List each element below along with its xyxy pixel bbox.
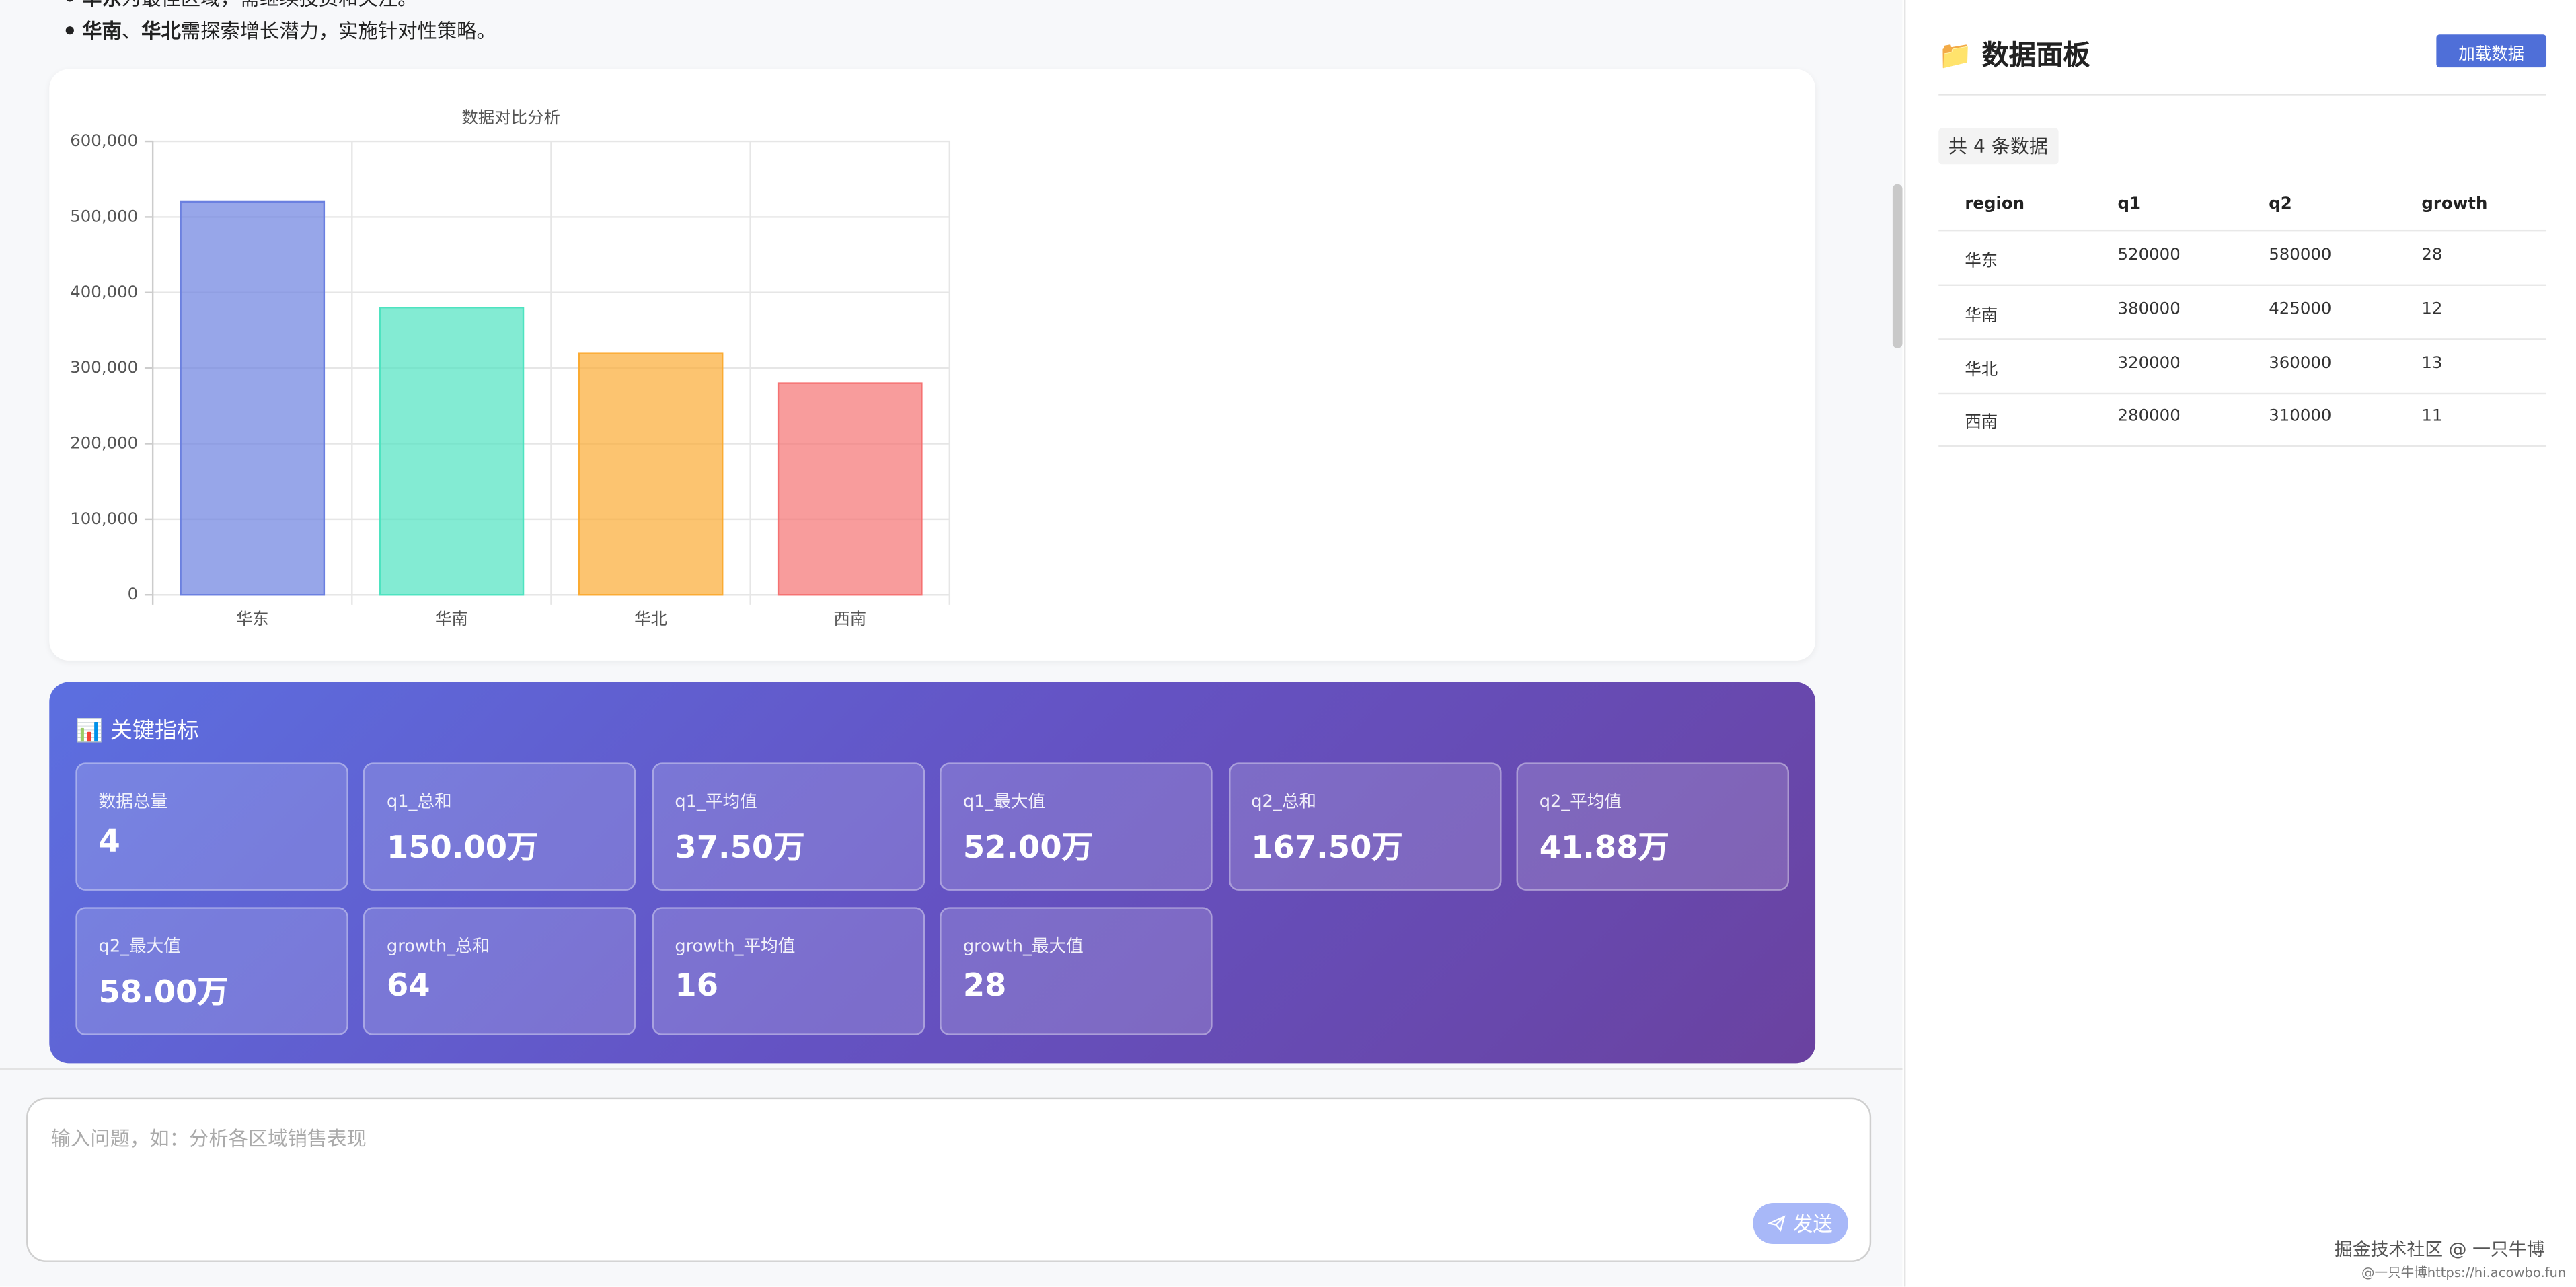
metric-value: 28 [962, 967, 1007, 1004]
table-line [1938, 338, 2547, 340]
table-cell: 360000 [2269, 354, 2332, 373]
metric-value: 4 [98, 823, 120, 860]
x-tick-label: 华南 [435, 609, 468, 628]
load-button[interactable]: 加载数据 [2436, 34, 2547, 68]
metric-label: q1_最大值 [962, 792, 1046, 812]
table-line [1938, 284, 2547, 287]
y-tick-label: 100,000 [70, 509, 138, 528]
table-cell: 580000 [2269, 246, 2332, 265]
table-cell: 华东 [1965, 253, 1998, 272]
metric-label: q2_最大值 [98, 936, 181, 957]
metric-value: 16 [675, 967, 719, 1004]
bar [379, 307, 525, 596]
y-tick-label: 200,000 [70, 433, 138, 453]
table-cell: 520000 [2117, 246, 2181, 265]
y-tick-label: 500,000 [70, 206, 138, 225]
metric-value: 167.50万 [1251, 830, 1403, 867]
send-icon [1768, 1215, 1786, 1232]
metric-label: q2_总和 [1251, 792, 1317, 812]
table-cell: 华北 [1965, 361, 1998, 379]
metrics-card: 📊 关键指标 数据总量 4 q1_总和 150.00万 q1_平均值 37.50万 q1_最… [49, 682, 1816, 1064]
watermark: 掘金技术社区 @ 一只牛博 [2334, 1239, 2545, 1261]
bullet-text: 华东 [82, 0, 122, 10]
divider [1938, 94, 2547, 96]
bar [777, 382, 923, 596]
bullet-text: 为最佳区域，需继续投资和关注。 [122, 0, 418, 10]
metric-label: q2_平均值 [1539, 792, 1622, 812]
metric-value: 64 [386, 967, 430, 1004]
y-tick-label: 300,000 [70, 357, 138, 377]
metric-label: growth_最大值 [962, 936, 1084, 957]
table-cell: 13 [2421, 354, 2443, 373]
data-panel: 📁 数据面板 加载数据 共 4 条数据 region q1 q2 growth 华东 52… [1903, 0, 2576, 1287]
table-cell: 280000 [2117, 408, 2181, 427]
bullet: 华南、华北需探索增长潜力，实施针对性策略。 [65, 16, 496, 44]
placeholder: 输入问题，如：分析各区域销售表现 [50, 1127, 367, 1150]
metric-tile: q2_平均值 41.88万 [1516, 762, 1789, 891]
metric-value: 52.00万 [962, 830, 1094, 867]
send-button[interactable]: 发送 [1753, 1202, 1848, 1245]
scrollbar[interactable] [1892, 184, 1903, 348]
table-cell: 12 [2421, 300, 2443, 319]
table-line [1938, 392, 2547, 394]
metric-label: growth_平均值 [675, 936, 796, 957]
metric-tile: q1_平均值 37.50万 [652, 762, 925, 891]
metric-tile: q2_总和 167.50万 [1228, 762, 1501, 891]
panel-title: 📁 数据面板 [1938, 39, 2090, 71]
metric-tile: q1_最大值 52.00万 [940, 762, 1213, 891]
table-cell: 320000 [2117, 354, 2181, 373]
bullet: 华东为最佳区域，需继续投资和关注。 [65, 0, 418, 11]
table-cell: 西南 [1965, 414, 1998, 433]
chart-title: 数据对比分析 [461, 108, 560, 127]
metric-value: 58.00万 [98, 974, 229, 1011]
metric-label: 数据总量 [98, 792, 168, 812]
table-header: region [1965, 195, 2025, 214]
table-line [1938, 229, 2547, 232]
table-line [1938, 445, 2547, 448]
row-count: 共 4 条数据 [1938, 128, 2058, 165]
question-input[interactable]: 输入问题，如：分析各区域销售表现 发送 [26, 1097, 1872, 1262]
x-tick-label: 华东 [236, 609, 269, 628]
table-cell: 310000 [2269, 408, 2332, 427]
table-header: growth [2421, 195, 2488, 214]
main-area: 华东为最佳区域，需继续投资和关注。华南、华北需探索增长潜力，实施针对性策略。 数… [0, 0, 1903, 1262]
x-tick-label: 华北 [634, 609, 667, 628]
table-header: q1 [2117, 195, 2142, 214]
metric-value: 37.50万 [675, 830, 805, 867]
metric-label: q1_总和 [386, 792, 452, 812]
x-tick-label: 西南 [833, 609, 866, 628]
bullet-text: 华北 [141, 20, 181, 43]
metrics-title: 📊 关键指标 [75, 718, 199, 745]
y-tick-label: 600,000 [70, 131, 138, 150]
chart-card: 数据对比分析 0 100,000 200,000 300,000 400,000 500,… [49, 69, 1816, 661]
metric-tile: growth_平均值 16 [652, 907, 925, 1035]
metric-label: q1_平均值 [675, 792, 757, 812]
metric-tile: growth_最大值 28 [940, 907, 1213, 1035]
table-cell: 28 [2421, 246, 2443, 265]
metric-tile: 数据总量 4 [75, 762, 348, 891]
table-cell: 11 [2421, 408, 2443, 427]
table-cell: 380000 [2117, 300, 2181, 319]
bullet-text: 华南 [82, 20, 122, 43]
table-cell: 华南 [1965, 307, 1998, 326]
metric-tile: q1_总和 150.00万 [363, 762, 637, 891]
table-header: q2 [2269, 195, 2292, 214]
metric-label: growth_总和 [386, 936, 490, 957]
metric-tile: growth_总和 64 [363, 907, 637, 1035]
bullet-text: 需探索增长潜力，实施针对性策略。 [180, 20, 496, 43]
send-label: 发送 [1793, 1212, 1833, 1236]
metric-value: 150.00万 [386, 830, 539, 867]
metric-value: 41.88万 [1539, 830, 1669, 867]
watermark-url: @一只牛博https://hi.acowbo.fun [2361, 1265, 2567, 1280]
bar [180, 200, 326, 596]
table-cell: 425000 [2269, 300, 2332, 319]
y-tick-label: 400,000 [70, 282, 138, 301]
bullet-text: 、 [121, 20, 142, 43]
y-tick-label: 0 [128, 584, 139, 603]
chart: 数据对比分析 0 100,000 200,000 300,000 400,000 500,… [70, 108, 951, 628]
divider [0, 1068, 1903, 1070]
bar [578, 352, 724, 596]
metric-tile: q2_最大值 58.00万 [75, 907, 348, 1035]
